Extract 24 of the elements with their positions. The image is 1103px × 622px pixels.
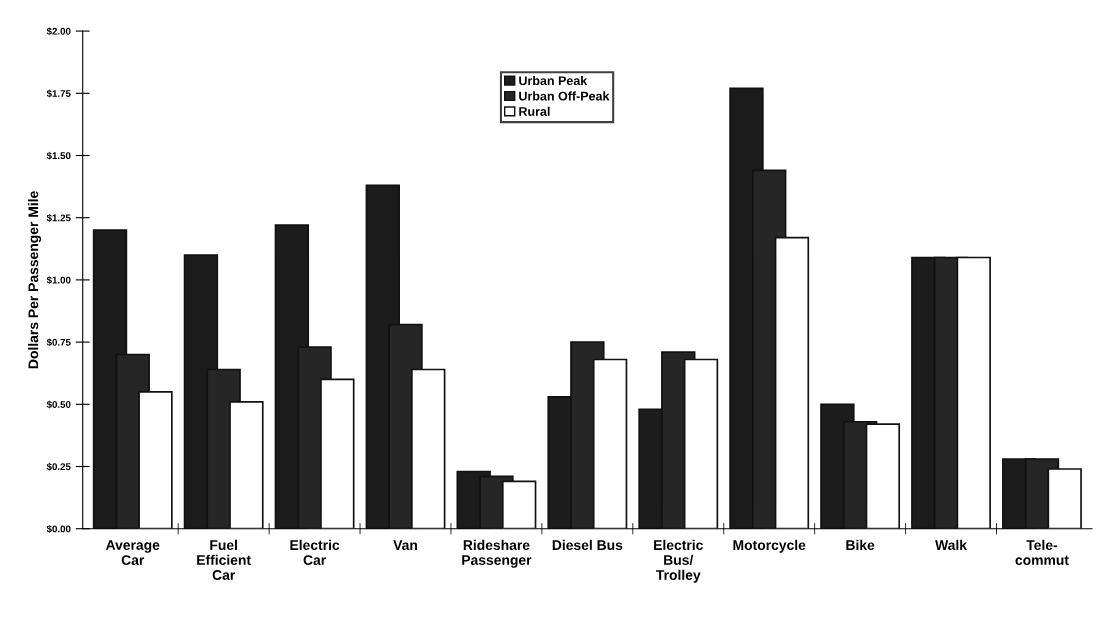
y-axis-title: Dollars Per Passenger Mile: [28, 191, 42, 369]
y-tick-label: $2.00: [46, 27, 71, 36]
legend-label: Urban Off-Peak: [519, 91, 610, 101]
x-tick-label: Rideshare Passenger: [462, 539, 532, 568]
legend-label: Rural: [519, 106, 550, 116]
x-tick-label: Van: [393, 540, 417, 551]
y-tick-label: $0.00: [46, 525, 71, 533]
x-tick-label: Tele- commut: [1015, 539, 1069, 565]
x-tick-label: Diesel Bus: [552, 539, 623, 551]
y-tick-label: $1.75: [46, 89, 71, 98]
x-tick-label: Motorcycle: [733, 539, 806, 553]
x-tick-label: Walk: [935, 539, 967, 551]
x-tick-label: Average Car: [105, 540, 160, 565]
x-tick-label: Bike: [846, 539, 875, 551]
y-tick-label: $1.50: [46, 151, 71, 160]
x-tick-label: Fuel Efficient Car: [197, 539, 251, 580]
y-tick-label: $1.00: [46, 276, 71, 285]
legend-label: Urban Peak: [519, 75, 588, 86]
y-tick-label: $0.50: [46, 400, 71, 409]
y-tick-label: $0.25: [46, 462, 71, 471]
y-tick-label: $0.75: [46, 338, 71, 347]
x-tick-label: Electric Car: [290, 539, 340, 565]
y-tick-label: $1.25: [46, 214, 71, 222]
x-tick-label: Electric Bus/ Trolley: [654, 539, 703, 583]
